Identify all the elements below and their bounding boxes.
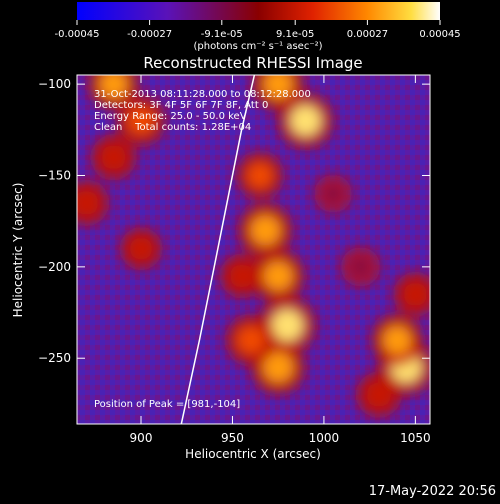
heatmap-spot-core — [271, 309, 304, 342]
y-tick-label: −100 — [38, 77, 71, 91]
heatmap-spot-core — [77, 190, 99, 216]
annotation-energy-range: Energy Range: 25.0 - 50.0 keV — [94, 111, 247, 122]
heatmap-spot-core — [101, 144, 127, 170]
annotation-time-range: 31-Oct-2013 08:11:28.000 to 08:12:28.000 — [94, 89, 311, 100]
x-tick-label: 950 — [221, 431, 244, 445]
solar-limb-line — [180, 75, 256, 424]
plot-area — [77, 75, 430, 424]
render-timestamp: 17-May-2022 20:56 — [369, 484, 496, 499]
colorbar-tick-label: 9.1e-05 — [276, 29, 314, 40]
y-tick-label: −200 — [38, 260, 71, 274]
heatmap-spot-core — [290, 105, 322, 137]
peak-position-label: Position of Peak = [981,-104] — [94, 399, 240, 410]
heatmap-spot-core — [322, 183, 344, 205]
colorbar-tick-label: 0.00027 — [347, 29, 388, 40]
heatmap-spot-core — [263, 75, 293, 99]
heatmap-spot-core — [263, 352, 294, 383]
heatmap-spot-core — [250, 215, 281, 246]
y-axis-ticks: −100 −150 −200 −250 — [38, 77, 430, 365]
colorbar-tick-label: -9.1e-05 — [201, 29, 243, 40]
chart-title: Reconstructed RHESSI Image — [143, 54, 362, 72]
colorbar-unit-label: (photons cm⁻² s⁻¹ asec⁻²) — [193, 41, 322, 52]
heatmap-spot-core — [366, 382, 392, 408]
y-tick-label: −250 — [38, 351, 71, 365]
plot-frame — [76, 74, 431, 425]
colorbar-ticks: -0.00045 -0.00027 -9.1e-05 9.1e-05 0.00027 0.… — [55, 20, 461, 40]
heatmap-spot-core — [403, 282, 428, 307]
annotation-detectors: Detectors: 3F 4F 5F 6F 7F 8F, Att 0 — [94, 100, 268, 111]
x-tick-label: 1000 — [309, 431, 340, 445]
x-tick-label: 1050 — [400, 431, 431, 445]
heatmap-spot-core — [382, 325, 412, 355]
colorbar: -0.00045 -0.00027 -9.1e-05 9.1e-05 0.00027 0.… — [55, 2, 461, 52]
heatmap-spot-core — [246, 162, 273, 189]
y-axis-label: Heliocentric Y (arcsec) — [11, 183, 25, 318]
colorbar-tick-label: -0.00045 — [55, 29, 100, 40]
heatmap-spot-core — [263, 261, 293, 291]
heatmap-spot-core — [127, 106, 155, 135]
heatmap-spot-core — [349, 256, 372, 278]
annotation-block: 31-Oct-2013 08:11:28.000 to 08:12:28.000… — [94, 89, 311, 133]
heatmap-spot-core — [236, 326, 265, 354]
x-axis-ticks: 900 950 1000 1050 — [130, 75, 431, 445]
heatmap-spot-core — [99, 75, 128, 99]
annotation-clean-counts: Clean Total counts: 1.28E+04 — [94, 122, 251, 133]
heatmap-spot-core — [129, 236, 153, 261]
colorbar-tick-label: 0.00045 — [419, 29, 460, 40]
colorbar-tick-label: -0.00027 — [127, 29, 172, 40]
heatmap-spot-core — [229, 263, 254, 289]
x-tick-label: 900 — [130, 431, 153, 445]
y-tick-label: −150 — [38, 168, 71, 182]
heatmap-spots — [77, 75, 430, 418]
x-axis-label: Heliocentric X (arcsec) — [185, 447, 321, 461]
colorbar-gradient — [77, 2, 440, 20]
